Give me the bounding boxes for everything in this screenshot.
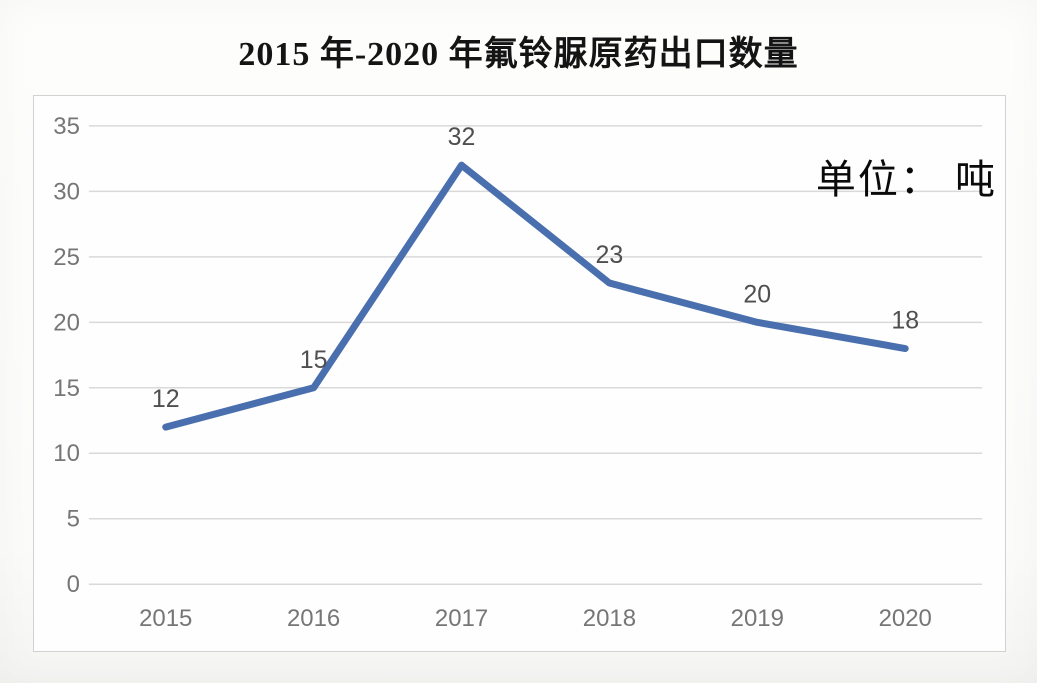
- x-tick-label: 2015: [139, 605, 192, 632]
- series-line: [162, 161, 909, 431]
- data-point-label: 12: [152, 385, 180, 413]
- data-point-label: 15: [300, 346, 328, 374]
- data-point-label: 18: [891, 307, 919, 335]
- y-tick-label: 30: [53, 178, 80, 205]
- data-point-label: 32: [448, 123, 476, 151]
- y-tick-label: 0: [67, 571, 80, 598]
- chart-frame: 0 5 10 15 20 25 30 35 2015 2016 2017 2018 2019 2020 12…: [33, 95, 1006, 652]
- x-tick-label: 2020: [879, 605, 932, 632]
- y-tick-label: 20: [53, 309, 80, 336]
- y-tick-label: 5: [67, 506, 80, 533]
- chart-title: 2015 年-2020 年氟铃脲原药出口数量: [238, 36, 799, 73]
- x-tick-label: 2016: [287, 605, 340, 632]
- data-point-label: 20: [743, 280, 771, 308]
- unit-annotation: 单位： 吨: [815, 158, 997, 202]
- y-tick-label: 35: [53, 113, 80, 140]
- y-tick-label: 25: [53, 244, 80, 271]
- data-point-label: 23: [596, 241, 624, 269]
- x-tick-label: 2019: [731, 605, 784, 632]
- y-tick-label: 10: [53, 440, 80, 467]
- y-tick-label: 15: [53, 375, 80, 402]
- x-tick-label: 2018: [583, 605, 636, 632]
- x-tick-label: 2017: [435, 605, 488, 632]
